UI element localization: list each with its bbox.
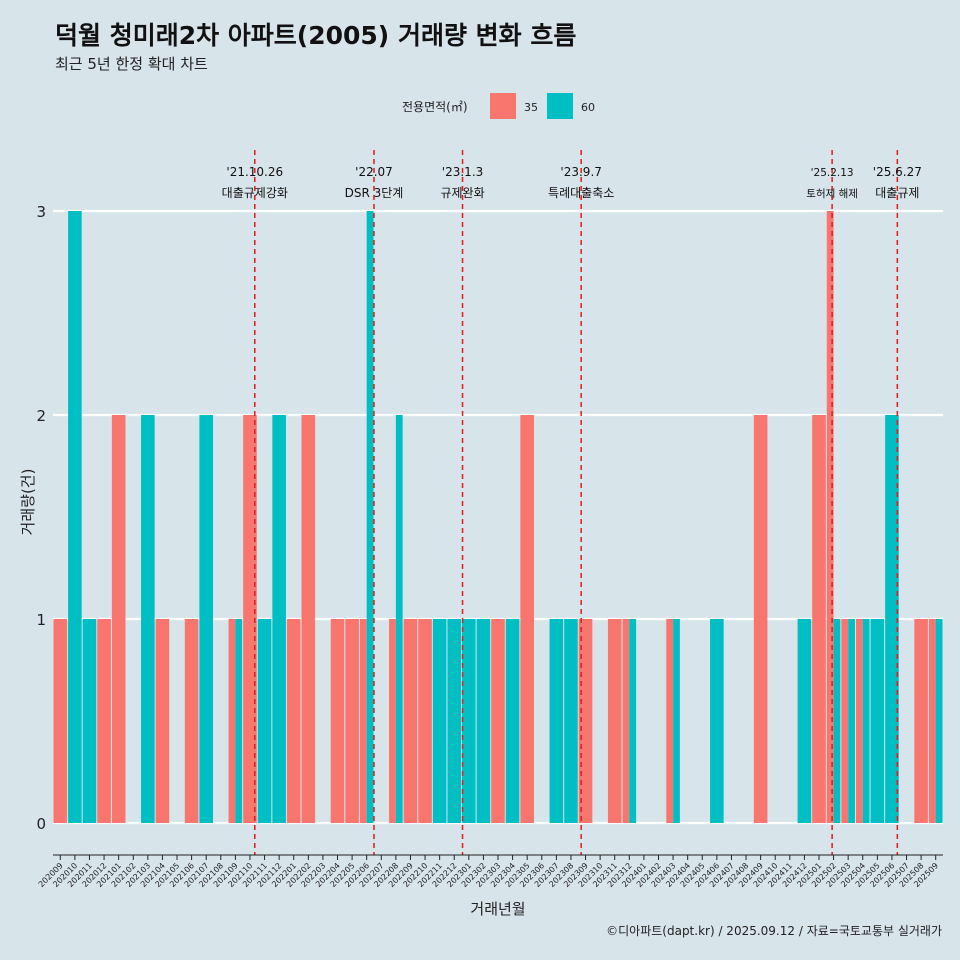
bar-35-202106 xyxy=(184,619,199,823)
bar-60-202301 xyxy=(462,619,476,823)
y-tick-label: 1 xyxy=(36,611,46,629)
bar-35-202206 xyxy=(359,619,367,823)
bar-35-202403 xyxy=(666,619,674,823)
legend-title: 전용면적(㎡) xyxy=(402,100,468,114)
bar-60-202112 xyxy=(272,415,286,823)
x-axis-title: 거래년월 xyxy=(470,900,525,918)
bar-35-202110 xyxy=(243,415,257,823)
bar-60-202103 xyxy=(141,415,155,823)
event-date: '23.1.3 xyxy=(442,165,483,179)
y-tick-label: 3 xyxy=(36,203,46,221)
x-axis: 2020092020102020112020122021012021022021… xyxy=(37,854,943,889)
bar-60-202412 xyxy=(797,619,812,823)
bar-35-202210 xyxy=(418,619,432,823)
y-tick-label: 0 xyxy=(36,815,46,833)
event-label: DSR 3단계 xyxy=(345,186,404,200)
bar-35-202508 xyxy=(914,619,928,823)
bar-35-202104 xyxy=(155,619,170,823)
bar-60-202503 xyxy=(848,619,855,823)
bar-35-202502 xyxy=(826,211,834,823)
y-axis-title: 거래량(건) xyxy=(19,469,37,536)
bar-60-202502 xyxy=(833,619,841,823)
y-axis: 0 1 2 3 xyxy=(36,203,46,833)
bar-35-202311 xyxy=(607,619,622,823)
bar-35-202504 xyxy=(855,619,863,823)
bar-60-202211 xyxy=(432,619,447,823)
bar-60-202011 xyxy=(82,619,97,823)
bar-60-202308 xyxy=(564,619,578,823)
bar-60-202504 xyxy=(862,619,870,823)
chart-title: 덕월 청미래2차 아파트(2005) 거래량 변화 흐름 xyxy=(55,21,576,50)
bar-60-202304 xyxy=(505,619,520,823)
bar-60-202107 xyxy=(199,415,213,823)
event-label: 대출규제 xyxy=(875,186,919,200)
bar-35-202309 xyxy=(578,619,593,823)
bar-60-202010 xyxy=(68,211,82,823)
bar-60-202109 xyxy=(235,619,243,823)
bar-35-202204 xyxy=(330,619,345,823)
legend-label-60: 60 xyxy=(581,101,595,114)
bar-35-202201 xyxy=(286,619,301,823)
legend-label-35: 35 xyxy=(524,101,538,114)
bar-35-202305 xyxy=(520,415,534,823)
bar-35-202109 xyxy=(228,619,236,823)
bar-35-202312 xyxy=(622,619,630,823)
event-date: '21.10.26 xyxy=(226,165,283,179)
event-markers: '21.10.26 대출규제강화 '22.07 DSR 3단계 '23.1.3 규제완화 '… xyxy=(222,150,922,855)
bar-60-202208 xyxy=(395,415,403,823)
event-date: '25.6.27 xyxy=(873,165,922,179)
bar-60-202307 xyxy=(549,619,564,823)
legend-swatch-35 xyxy=(490,93,516,119)
bar-60-202111 xyxy=(257,619,272,823)
bar-60-202506 xyxy=(885,415,899,823)
bar-60-202206 xyxy=(366,211,374,823)
y-tick-label: 2 xyxy=(36,407,46,425)
legend-swatch-60 xyxy=(547,93,573,119)
event-label: 특례대출축소 xyxy=(548,186,614,200)
event-label: 토허제 해제 xyxy=(806,187,858,200)
bar-35-202503 xyxy=(841,619,849,823)
bar-60-202403 xyxy=(673,619,680,823)
event-date: '23.9.7 xyxy=(560,165,601,179)
bar-35-202209 xyxy=(403,619,418,823)
bar-35-202205 xyxy=(345,619,359,823)
bar-60-202505 xyxy=(870,619,885,823)
bar-35-202409 xyxy=(753,415,768,823)
event-label: 규제완화 xyxy=(440,186,484,200)
bar-35-202101 xyxy=(111,415,126,823)
chart-subtitle: 최근 5년 한정 확대 차트 xyxy=(55,55,208,73)
bar-35-202303 xyxy=(491,619,505,823)
caption: ©디아파트(dapt.kr) / 2025.09.12 / 자료=국토교통부 실… xyxy=(606,924,942,938)
legend: 전용면적(㎡) 35 60 xyxy=(402,93,595,119)
bar-35-202208 xyxy=(389,619,396,823)
bar-35-202509 xyxy=(928,619,936,823)
event-date: '25.2.13 xyxy=(811,167,854,179)
bar-60-202509 xyxy=(935,619,943,823)
bar-35-202202 xyxy=(301,415,316,823)
bar-60-202212 xyxy=(447,619,462,823)
event-date: '22.07 xyxy=(355,165,393,179)
bar-35-202501 xyxy=(812,415,826,823)
bar-60-202406 xyxy=(710,619,724,823)
bars xyxy=(53,211,943,823)
event-label: 대출규제강화 xyxy=(222,186,288,200)
bar-60-202312 xyxy=(629,619,637,823)
bar-35-202009 xyxy=(53,619,68,823)
bar-60-202302 xyxy=(476,619,491,823)
bar-35-202012 xyxy=(97,619,111,823)
